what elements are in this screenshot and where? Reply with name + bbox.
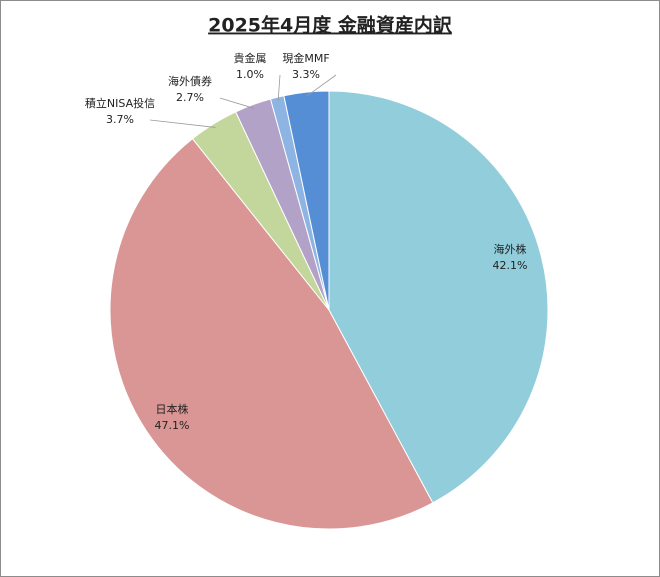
slice-value-label: 1.0%: [236, 68, 264, 81]
slice-value-label: 3.3%: [292, 68, 320, 81]
slice-value-label: 3.7%: [106, 113, 134, 126]
slice-label: 貴金属: [234, 51, 267, 65]
pie-slice: [109, 138, 434, 530]
slice-value-label: 2.7%: [176, 91, 204, 104]
slice-value-label: 42.1%: [493, 259, 528, 272]
slice-label: 日本株: [156, 402, 189, 416]
slice-label: 積立NISA投信: [85, 96, 155, 110]
leader-line: [277, 74, 281, 102]
slice-label: 海外株: [494, 242, 527, 256]
slice-label: 現金MMF: [282, 51, 329, 65]
leader-line: [306, 74, 337, 97]
leader-line: [219, 97, 255, 109]
pie-slice: [283, 90, 330, 311]
slice-value-label: 47.1%: [155, 419, 190, 432]
pie-slice: [328, 90, 549, 504]
leader-line: [149, 119, 216, 128]
chart-title: 2025年4月度 金融資産内訳: [208, 14, 453, 37]
slice-label: 海外債券: [168, 74, 212, 88]
